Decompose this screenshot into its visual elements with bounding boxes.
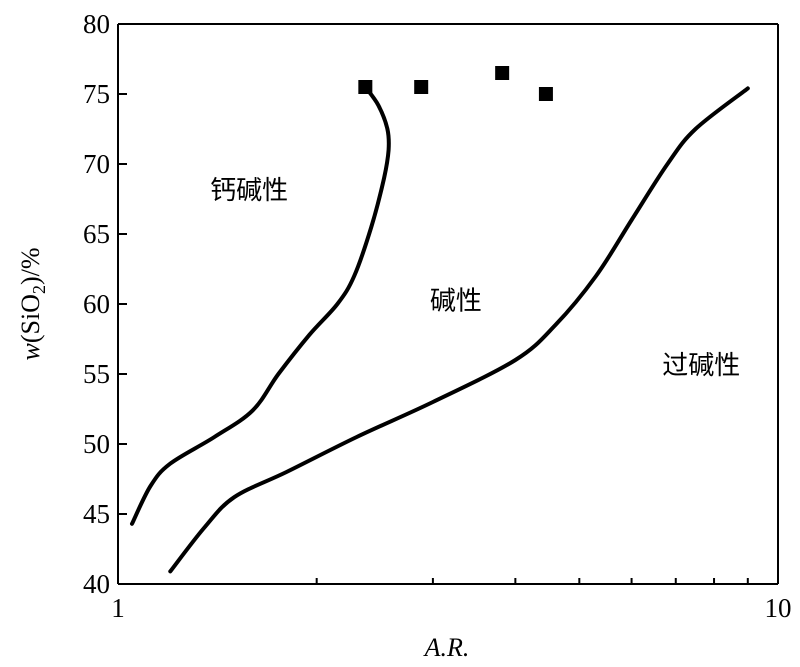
y-axis-title-mid: (SiO bbox=[16, 294, 45, 343]
y-axis-title-sub: 2 bbox=[29, 285, 49, 294]
region-label: 钙碱性 bbox=[210, 176, 288, 206]
data-point bbox=[538, 87, 553, 101]
x-tick-label: 1 bbox=[111, 593, 125, 623]
y-tick-label: 45 bbox=[83, 499, 110, 529]
y-tick-label: 55 bbox=[83, 359, 110, 389]
boundary-lines bbox=[130, 85, 750, 574]
y-tick-label: 75 bbox=[83, 79, 110, 109]
y-tick-label: 60 bbox=[83, 289, 110, 319]
y-tick-label: 40 bbox=[83, 569, 110, 599]
y-tick-label: 65 bbox=[83, 219, 110, 249]
y-axis-title-post: )/% bbox=[16, 247, 45, 285]
data-point bbox=[495, 66, 510, 80]
y-axis-title: w(SiO2)/% bbox=[16, 247, 49, 360]
x-axis-title: A.R. bbox=[423, 633, 470, 662]
data-points bbox=[358, 66, 553, 101]
data-point bbox=[358, 80, 373, 94]
x-tick-label: 10 bbox=[765, 593, 792, 623]
region-label: 碱性 bbox=[430, 287, 482, 317]
y-tick-label: 80 bbox=[83, 9, 110, 39]
x-ticks: 1 10 bbox=[111, 574, 792, 623]
region-label: 过碱性 bbox=[662, 351, 740, 381]
y-tick-label: 50 bbox=[83, 429, 110, 459]
y-axis-title-var: w bbox=[16, 343, 45, 361]
data-point bbox=[414, 80, 429, 94]
y-ticks: 40 45 50 55 60 65 70 75 80 bbox=[83, 9, 127, 599]
boundary-line bbox=[130, 85, 391, 526]
boundary-line bbox=[168, 86, 750, 574]
y-tick-label: 70 bbox=[83, 149, 110, 179]
